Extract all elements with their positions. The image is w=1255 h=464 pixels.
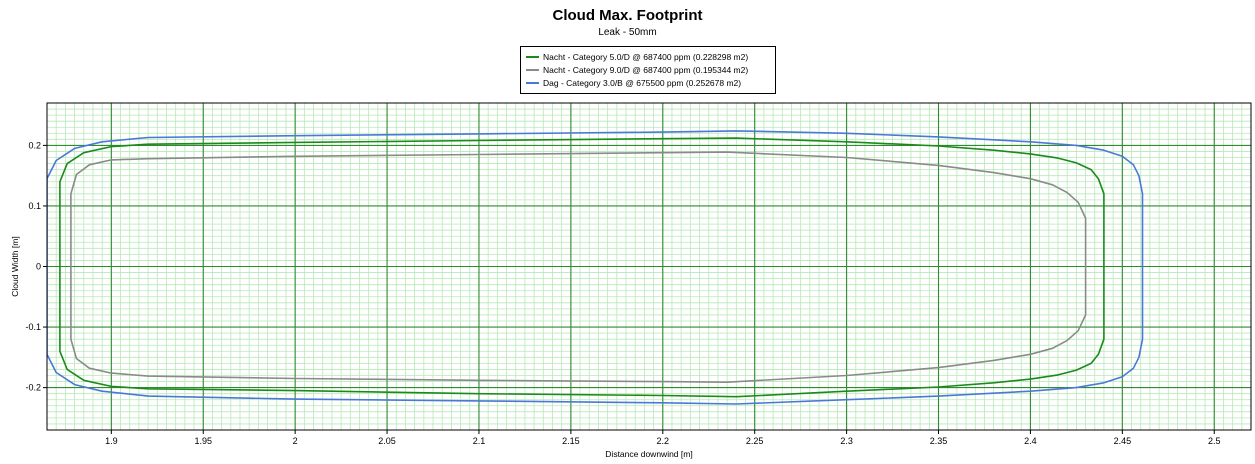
y-tick-label: 0.1	[28, 201, 41, 211]
x-tick-label: 2.35	[930, 436, 948, 446]
x-tick-label: 2.25	[746, 436, 764, 446]
x-tick-label: 2.45	[1114, 436, 1132, 446]
series-line-3	[47, 130, 1144, 405]
x-tick-label: 2.3	[840, 436, 853, 446]
x-axis-label: Distance downwind [m]	[605, 449, 692, 459]
legend-label: Nacht - Category 9.0/D @ 687400 ppm (0.1…	[543, 65, 749, 75]
x-tick-label: 2	[293, 436, 298, 446]
x-tick-label: 2.1	[473, 436, 486, 446]
legend-swatch	[526, 68, 539, 71]
legend-label: Dag - Category 3.0/B @ 675500 ppm (0.252…	[543, 78, 742, 88]
y-tick-label: -0.1	[25, 322, 41, 332]
legend-swatch	[526, 81, 539, 84]
chart-subtitle: Leak - 50mm	[598, 27, 657, 38]
y-tick-label: -0.2	[25, 383, 41, 393]
chart-legend: Nacht - Category 5.0/D @ 687400 ppm (0.2…	[520, 46, 776, 94]
chart-title: Cloud Max. Footprint	[552, 7, 703, 24]
y-axis-label: Cloud Width [m]	[10, 236, 20, 296]
x-tick-label: 2.5	[1208, 436, 1221, 446]
x-tick-label: 1.9	[105, 436, 118, 446]
x-tick-label: 2.2	[657, 436, 670, 446]
y-tick-label: 0	[36, 262, 41, 272]
series-line-2	[70, 151, 1087, 384]
series-line-1	[59, 137, 1105, 398]
legend-label: Nacht - Category 5.0/D @ 687400 ppm (0.2…	[543, 52, 749, 62]
legend-item-dag-3: Dag - Category 3.0/B @ 675500 ppm (0.252…	[526, 77, 775, 90]
legend-item-nacht-5: Nacht - Category 5.0/D @ 687400 ppm (0.2…	[526, 51, 775, 64]
series-layer	[47, 130, 1144, 405]
x-tick-label: 2.15	[562, 436, 580, 446]
x-tick-label: 1.95	[194, 436, 212, 446]
legend-item-nacht-9: Nacht - Category 9.0/D @ 687400 ppm (0.1…	[526, 64, 775, 77]
x-tick-label: 2.05	[378, 436, 396, 446]
y-tick-label: 0.2	[28, 140, 41, 150]
axis-ticks: 1.9 1.95 2 2.05 2.1 2.15 2.2 2.25 2.3 2.35 2.4 2.45…	[25, 140, 1220, 446]
legend-swatch	[526, 55, 539, 58]
x-tick-label: 2.4	[1024, 436, 1037, 446]
